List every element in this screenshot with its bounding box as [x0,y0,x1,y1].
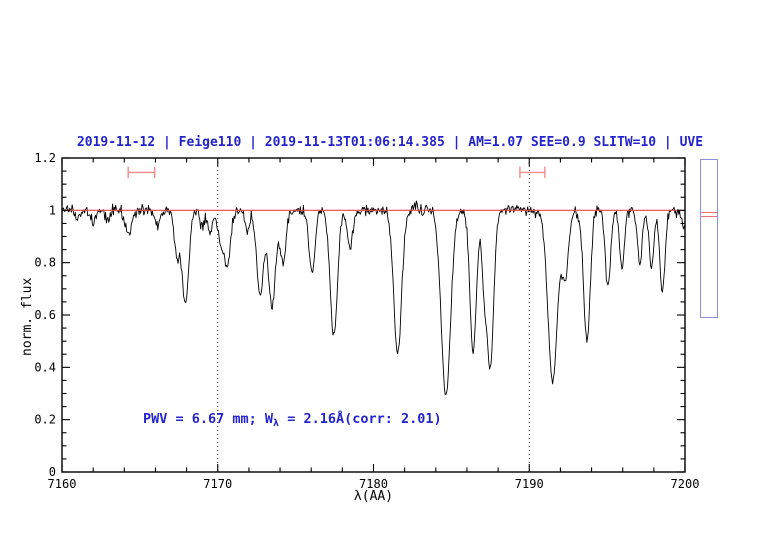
side-gauge-marker-line [701,212,717,213]
y-axis-label: norm. flux [20,277,35,356]
svg-text:7170: 7170 [203,477,232,491]
svg-text:7160: 7160 [48,477,77,491]
x-axis-label: λ(AA) [353,489,394,504]
svg-text:1: 1 [49,203,56,217]
side-gauge-marker-line [701,216,717,217]
side-gauge [700,159,718,318]
axis-ticks [61,157,686,473]
svg-text:0.2: 0.2 [34,413,56,427]
svg-text:1.2: 1.2 [34,151,56,165]
pwv-annotation-suffix: = 2.16Å(corr: 2.01) [279,411,442,427]
svg-text:0: 0 [49,465,56,479]
svg-text:0.4: 0.4 [34,360,56,374]
pwv-annotation: PWV = 6.67 mm; Wλ = 2.16Å(corr: 2.01) [143,411,442,429]
svg-text:0.6: 0.6 [34,308,56,322]
pwv-annotation-subscript: λ [273,418,280,429]
plot-title: 2019-11-12 | Feige110 | 2019-11-13T01:06… [76,135,704,150]
spectrum-trace [61,200,686,395]
axis-tick-labels: 7160 7170 7180 7190 7200 0 0.2 0.4 0.6 0.8 1 1.2 [34,151,699,491]
svg-text:7190: 7190 [515,477,544,491]
svg-text:7200: 7200 [671,477,700,491]
ew-window-markers [127,166,546,179]
pwv-annotation-prefix: PWV = 6.67 mm; W [143,411,274,427]
svg-text:7180: 7180 [359,477,388,491]
svg-text:0.8: 0.8 [34,256,56,270]
